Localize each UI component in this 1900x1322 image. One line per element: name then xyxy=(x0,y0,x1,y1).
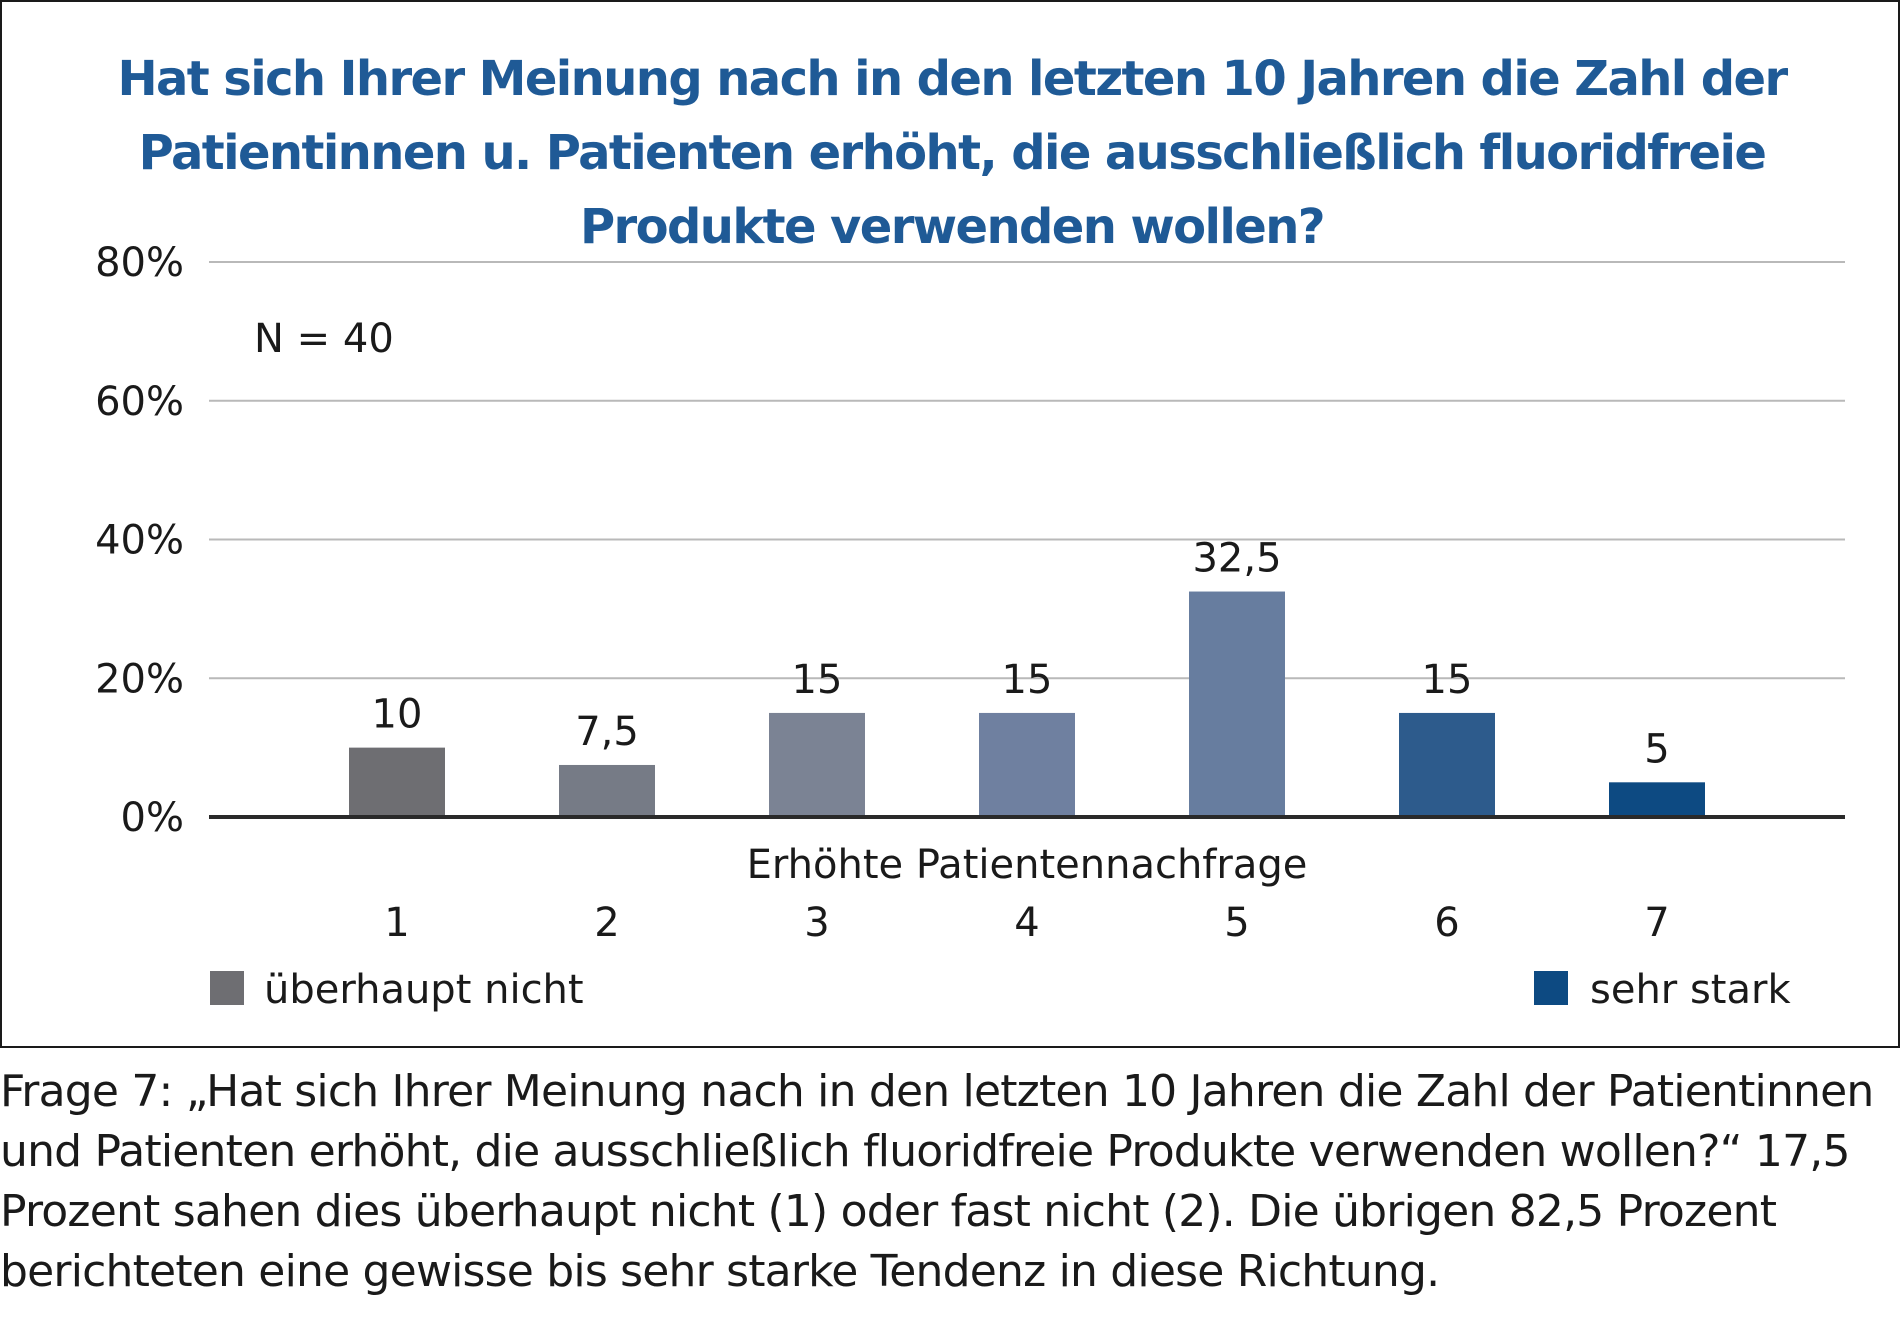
bar xyxy=(769,712,865,817)
bar-value-label: 5 xyxy=(1644,726,1669,772)
y-tick-label: 20% xyxy=(95,656,184,702)
bar-value-label: 32,5 xyxy=(1192,536,1281,582)
x-axis-label: Erhöhte Patientennachfrage xyxy=(747,842,1308,888)
bar xyxy=(1399,712,1495,817)
bar-value-label: 15 xyxy=(1422,657,1473,703)
bar-value-label: 10 xyxy=(372,692,423,738)
bar xyxy=(559,764,655,817)
bar-value-label: 15 xyxy=(1002,657,1053,703)
chart-frame: Hat sich Ihrer Meinung nach in den letzt… xyxy=(0,0,1900,1048)
bar-chart: 0% 20% 40% 60% 80% 10 1 7,5 2 15 3 15 4 32,5 5 15 6 5 7 N… xyxy=(95,240,1845,1013)
bar-value-label: 15 xyxy=(792,657,843,703)
y-tick-label: 60% xyxy=(95,379,184,425)
bar xyxy=(979,712,1075,817)
x-tick-label: 7 xyxy=(1644,900,1669,946)
legend-swatch xyxy=(1534,971,1568,1005)
legend-label: überhaupt nicht xyxy=(264,967,584,1013)
bar-value-label: 7,5 xyxy=(575,709,639,755)
legend-swatch xyxy=(210,971,244,1005)
y-tick-label: 80% xyxy=(95,240,184,286)
x-tick-label: 4 xyxy=(1014,900,1039,946)
x-tick-label: 1 xyxy=(384,900,409,946)
sample-size-annotation: N = 40 xyxy=(254,316,394,362)
x-tick-label: 5 xyxy=(1224,900,1249,946)
chart-title: Hat sich Ihrer Meinung nach in den letzt… xyxy=(117,51,1788,255)
y-tick-label: 0% xyxy=(121,795,184,841)
bar xyxy=(1609,782,1705,817)
x-tick-label: 2 xyxy=(594,900,619,946)
x-tick-label: 3 xyxy=(804,900,829,946)
x-tick-label: 6 xyxy=(1434,900,1459,946)
bar xyxy=(349,747,445,817)
legend-label: sehr stark xyxy=(1590,967,1791,1013)
bar xyxy=(1189,591,1285,817)
y-tick-label: 40% xyxy=(95,518,184,564)
figure-caption: Frage 7: „Hat sich Ihrer Meinung nach in… xyxy=(0,1066,1874,1297)
